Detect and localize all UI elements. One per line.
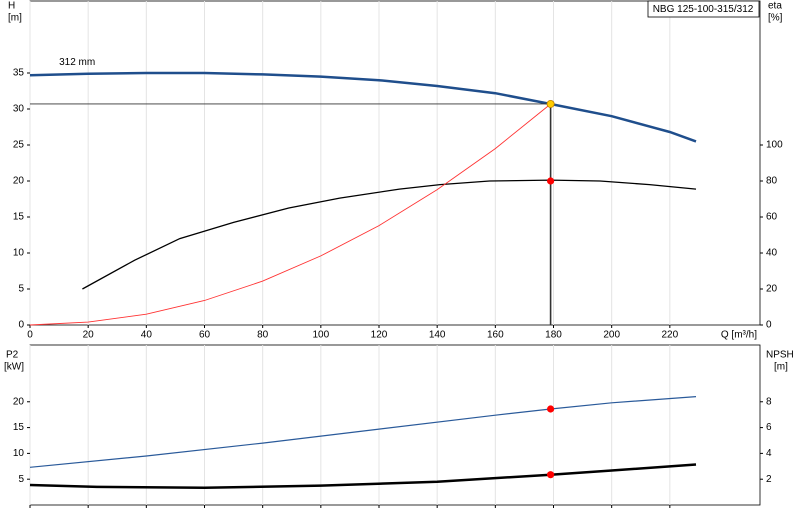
y-tick-label: 15 [13,212,25,223]
curve [29,71,697,143]
y-tick-label: 25 [13,140,25,151]
y-label: H [8,1,15,12]
x-tick-label: 0 [27,330,33,341]
y2-tick-label: 8 [766,396,772,407]
y2-unit: [m] [774,362,788,373]
y-tick-label: 10 [13,248,25,259]
y2-label: eta [768,1,782,12]
y-tick-label: 0 [18,320,24,331]
y2-tick-label: 40 [766,248,778,259]
operating-point [546,471,555,479]
y2-tick-label: 60 [766,212,778,223]
y2-tick-label: 2 [766,474,772,485]
y-unit: [m] [8,13,22,24]
y2-label: NPSH [766,350,794,361]
x-tick-label: 180 [545,330,562,341]
x-tick-label: 160 [487,330,504,341]
y-tick-label: 20 [13,176,25,187]
y2-unit: [%] [768,13,783,24]
operating-point [546,99,555,108]
y-tick-label: 35 [13,68,25,79]
x-tick-label: 60 [199,330,211,341]
curve [29,463,697,490]
y2-tick-label: 80 [766,176,778,187]
y-unit: [kW] [4,362,24,373]
curve [29,396,697,468]
y-tick-label: 20 [13,396,25,407]
x-tick-label: 100 [312,330,329,341]
y-tick-label: 10 [13,448,25,459]
label-box-text: NBG 125-100-315/312 [653,4,754,15]
x-tick-label: 140 [429,330,446,341]
x-tick-label: 20 [83,330,95,341]
curve [82,179,697,290]
y2-tick-label: 20 [766,284,778,295]
y2-tick-label: 6 [766,422,772,433]
label-box [647,0,760,18]
operating-point [546,405,555,413]
y-tick-label: 15 [13,422,25,433]
operating-point [546,177,555,185]
y2-tick-label: 4 [766,448,772,459]
annotation: 312 mm [59,57,95,68]
x-tick-label: 80 [257,330,269,341]
y2-tick-label: 0 [766,320,772,331]
x-tick-label: 220 [661,330,678,341]
plot-area [29,344,761,506]
y-label: P2 [6,350,19,361]
y-tick-label: 30 [13,104,25,115]
y2-tick-label: 100 [766,140,783,151]
y-tick-label: 5 [18,474,24,485]
curve [29,103,551,326]
x-tick-label: 120 [371,330,388,341]
y-tick-label: 5 [18,284,24,295]
x-tick-label: 200 [603,330,620,341]
x-label: Q [m³/h] [721,330,757,341]
x-tick-label: 40 [141,330,153,341]
plot-area [29,0,761,326]
